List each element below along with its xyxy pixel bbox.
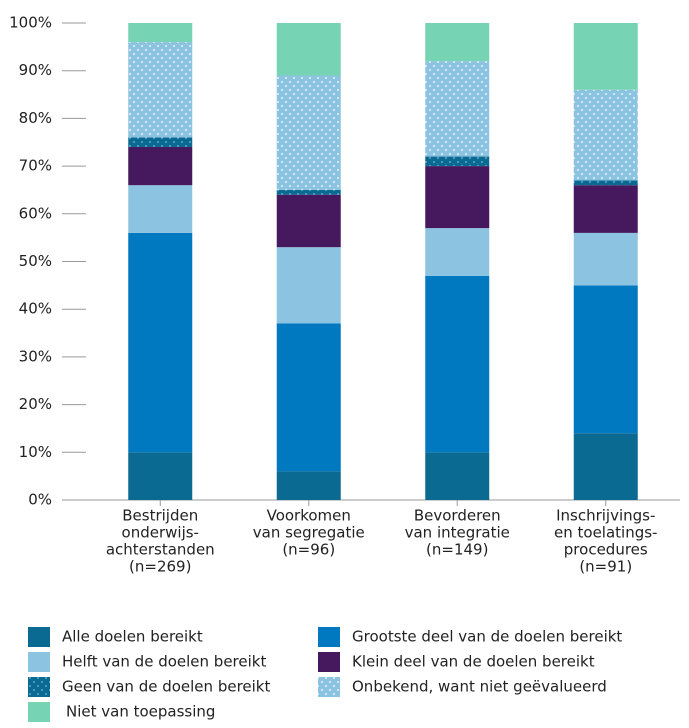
bar-segment	[128, 137, 193, 148]
y-tick-label: 50%	[19, 252, 52, 270]
y-tick-label: 40%	[19, 300, 52, 318]
bar-segment	[276, 247, 341, 324]
y-tick-label: 0%	[28, 491, 52, 509]
x-tick-label: onderwijs-	[122, 524, 199, 542]
bar-segment	[425, 166, 490, 229]
y-tick-label: 20%	[19, 395, 52, 413]
bar-segment	[573, 433, 638, 500]
x-tick-label: Inschrijvings-	[556, 507, 655, 525]
legend-label: Onbekend, want niet geëvalueerd	[352, 678, 607, 696]
bar-segment	[425, 452, 490, 500]
bar-segment	[425, 275, 490, 453]
y-tick-label: 90%	[19, 61, 52, 79]
bar-segment	[573, 285, 638, 434]
bar-segment	[128, 147, 193, 186]
bar-segment	[425, 61, 490, 157]
legend-swatch	[28, 702, 50, 722]
bar-segment	[128, 232, 193, 453]
legend-swatch	[318, 627, 340, 647]
bar-segment	[276, 23, 341, 76]
x-tick-label: (n=96)	[282, 541, 335, 559]
bar-segment	[128, 452, 193, 500]
bar-segment	[573, 23, 638, 90]
x-tick-label: procedures	[564, 541, 648, 559]
x-tick-label: van integratie	[405, 524, 510, 542]
bar-segment	[276, 471, 341, 500]
bar-segment	[276, 323, 341, 472]
x-tick-label: achterstanden	[106, 541, 215, 559]
bar-segment	[128, 23, 193, 43]
legend-label: Helft van de doelen bereikt	[62, 653, 266, 671]
bar-segment	[276, 75, 341, 190]
x-tick-label: Bevorderen	[414, 507, 501, 525]
y-tick-label: 30%	[19, 347, 52, 365]
x-tick-label: (n=149)	[426, 541, 488, 559]
y-tick-label: 80%	[19, 109, 52, 127]
x-tick-label: Voorkomen	[267, 507, 351, 525]
y-tick-label: 60%	[19, 204, 52, 222]
bar-segment	[276, 194, 341, 248]
legend-label: Alle doelen bereikt	[62, 628, 203, 646]
bar-segment	[425, 23, 490, 62]
bar-segment	[128, 42, 193, 138]
legend-swatch	[318, 677, 340, 697]
x-tick-label: en toelatings-	[554, 524, 657, 542]
x-tick-label: (n=269)	[129, 558, 191, 576]
legend-swatch	[28, 627, 50, 647]
legend-swatch	[28, 652, 50, 672]
legend-swatch	[28, 677, 50, 697]
legend-label: Grootste deel van de doelen bereikt	[352, 628, 622, 646]
y-tick-label: 100%	[9, 14, 52, 32]
bar-segment	[128, 185, 193, 233]
legend-label: Geen van de doelen bereikt	[62, 678, 270, 696]
bar-segment	[425, 156, 490, 167]
bar-segment	[573, 180, 638, 186]
bar-segment	[425, 228, 490, 276]
bar-segment	[573, 89, 638, 181]
legend-label: Niet van toepassing	[66, 703, 215, 721]
x-tick-label: van segregatie	[253, 524, 365, 542]
bar-segment	[276, 189, 341, 195]
x-tick-label: Bestrijden	[122, 507, 198, 525]
bar-segment	[573, 185, 638, 233]
x-tick-label: (n=91)	[579, 558, 632, 576]
legend-swatch	[318, 652, 340, 672]
y-tick-label: 10%	[19, 443, 52, 461]
bar-segment	[573, 232, 638, 286]
y-tick-label: 70%	[19, 157, 52, 175]
legend-label: Klein deel van de doelen bereikt	[352, 653, 595, 671]
